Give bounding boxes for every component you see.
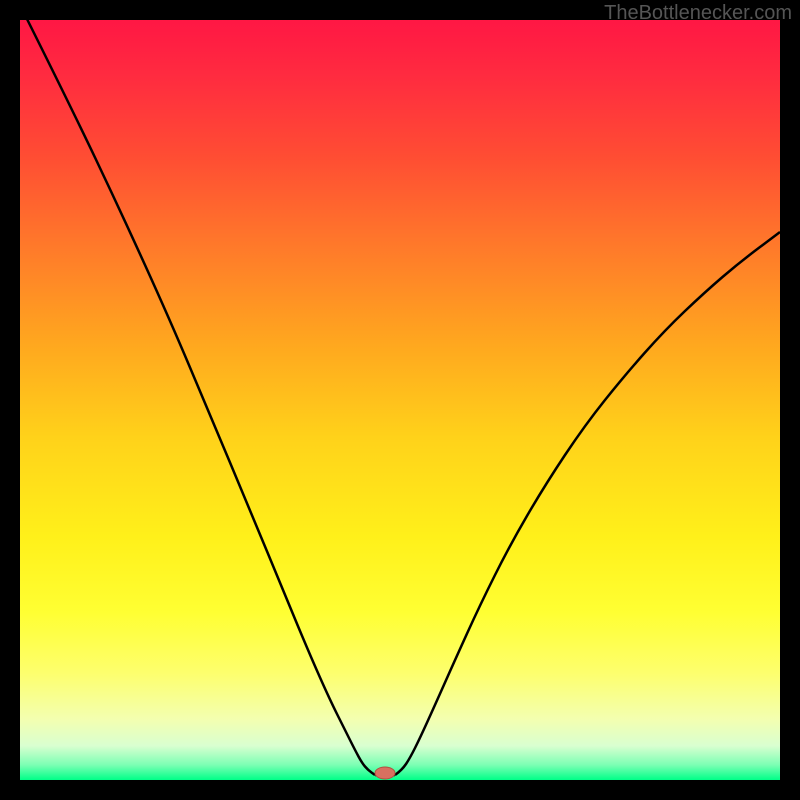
chart-svg <box>0 0 800 800</box>
bottleneck-chart: TheBottlenecker.com <box>0 0 800 800</box>
watermark-text: TheBottlenecker.com <box>604 2 792 25</box>
plot-background <box>20 20 780 780</box>
optimal-marker <box>375 767 395 779</box>
